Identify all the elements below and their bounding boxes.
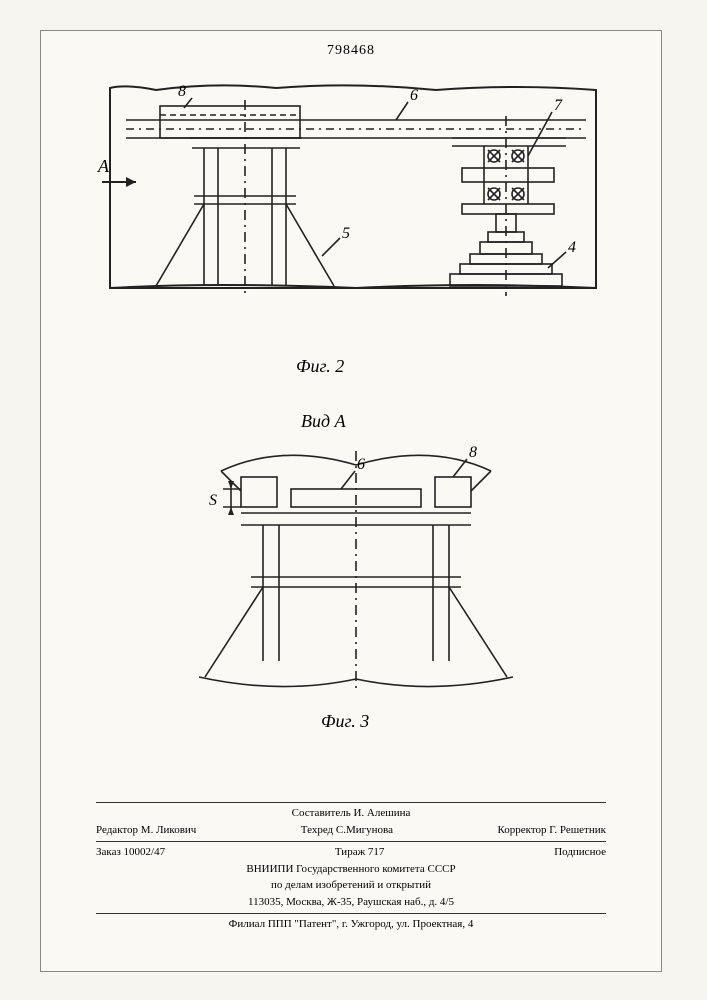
footer: Составитель И. Алешина Редактор М. Ликов… xyxy=(96,800,606,933)
document-number: 798468 xyxy=(327,43,375,59)
techred: Техред С.Мигунова xyxy=(301,823,393,838)
view-A-label: Вид А xyxy=(301,411,346,432)
label-8-fig3: 8 xyxy=(469,444,477,461)
org2: по делам изобретений и открытий xyxy=(96,877,606,894)
figure-2-caption: Фиг. 2 xyxy=(296,356,344,377)
label-7: 7 xyxy=(554,97,563,114)
tirage: Тираж 717 xyxy=(335,845,385,860)
addr: 113035, Москва, Ж-35, Раушская наб., д. … xyxy=(96,894,606,911)
label-A: А xyxy=(97,156,110,176)
branch: Филиал ППП "Патент", г. Ужгород, ул. Про… xyxy=(96,916,606,933)
label-6-fig3: 6 xyxy=(357,456,365,473)
compiler: Составитель И. Алешина xyxy=(96,805,606,822)
corrector: Корректор Г. Решетник xyxy=(497,823,606,838)
label-5: 5 xyxy=(342,225,350,242)
label-S: S xyxy=(209,492,217,509)
figure-3-svg: 6 8 S xyxy=(191,431,521,731)
figure-2: 8 6 7 5 4 А Фиг. 2 xyxy=(96,76,606,376)
label-6: 6 xyxy=(410,87,418,104)
signed: Подписное xyxy=(554,845,606,860)
figure-3-caption: Фиг. 3 xyxy=(321,711,369,732)
editor: Редактор М. Ликович xyxy=(96,823,196,838)
order: Заказ 10002/47 xyxy=(96,845,165,860)
figure-2-svg: 8 6 7 5 4 А xyxy=(96,76,606,376)
figure-3: Вид А xyxy=(191,411,521,731)
page: 798468 xyxy=(40,30,662,972)
org1: ВНИИПИ Государственного комитета СССР xyxy=(96,861,606,878)
label-4: 4 xyxy=(568,239,576,256)
label-8: 8 xyxy=(178,83,186,100)
